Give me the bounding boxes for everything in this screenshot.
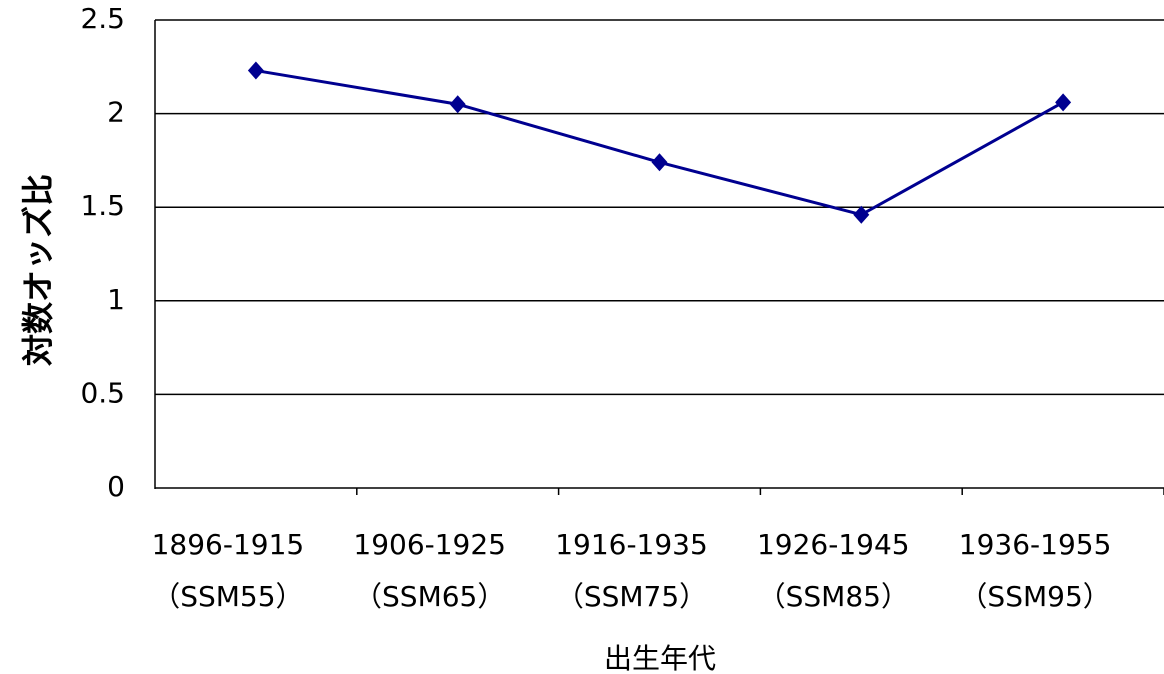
x-tick-label: 1936-1955 xyxy=(959,528,1112,561)
marker xyxy=(651,153,668,172)
y-tick-label: 2.5 xyxy=(80,2,125,35)
x-tick-label: 1926-1945 xyxy=(757,528,910,561)
x-tick-label: （SSM65） xyxy=(354,580,505,613)
x-tick-label: （SSM75） xyxy=(556,580,707,613)
x-tick-label: （SSM95） xyxy=(959,580,1110,613)
y-tick-label: 1 xyxy=(107,283,125,316)
x-tick-label: 1916-1935 xyxy=(555,528,708,561)
y-tick-label: 0.5 xyxy=(80,376,125,409)
x-tick-label: 1896-1915 xyxy=(152,528,305,561)
x-tick-label: （SSM55） xyxy=(152,580,303,613)
x-tick-label: （SSM85） xyxy=(758,580,909,613)
y-tick-label: 2 xyxy=(107,96,125,129)
y-tick-label: 1.5 xyxy=(80,189,125,222)
y-axis-label: 対数オッズ比 xyxy=(19,174,57,366)
x-axis-label: 出生年代 xyxy=(604,642,716,674)
marker xyxy=(449,95,466,114)
line xyxy=(255,69,1064,217)
marker xyxy=(853,205,870,224)
marker xyxy=(1055,93,1072,112)
marker xyxy=(247,61,264,80)
x-tick-label: 1906-1925 xyxy=(353,528,506,561)
y-tick-label: 0 xyxy=(107,470,125,503)
